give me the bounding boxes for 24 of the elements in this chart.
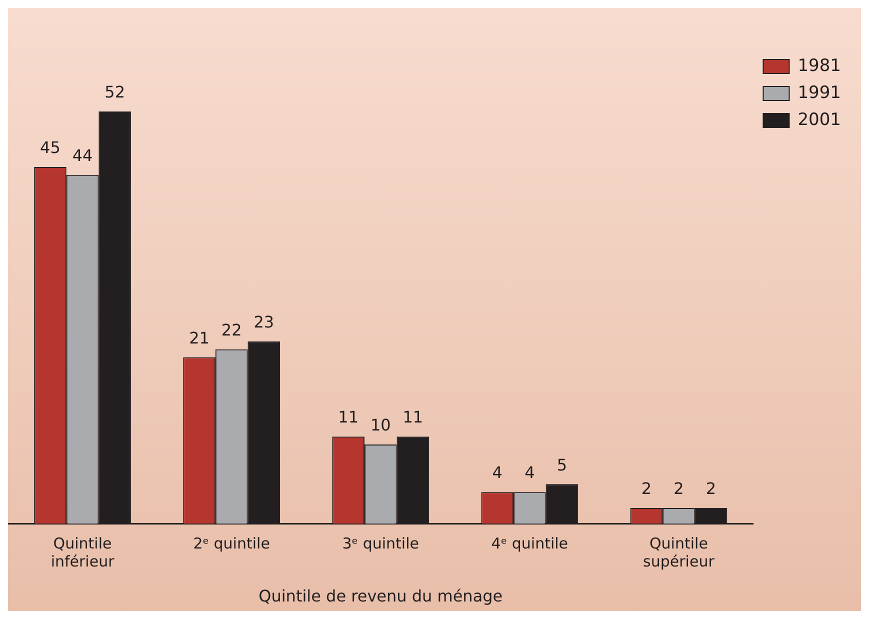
x-tick-label: 3ᵉ quintile: [342, 534, 419, 553]
x-tick-label: 2ᵉ quintile: [193, 534, 270, 553]
data-label: 44: [72, 146, 93, 166]
x-axis-title: Quintile de revenu du ménage: [258, 586, 503, 606]
x-tick-label: 4ᵉ quintile: [491, 534, 568, 553]
data-label: 45: [40, 138, 60, 158]
legend-label: 1991: [798, 82, 841, 103]
data-label: 21: [189, 328, 210, 348]
data-label: 2: [641, 479, 652, 498]
data-label: 10: [370, 416, 391, 435]
data-label: 4: [524, 463, 535, 482]
x-tick-label: Quintile inférieur: [50, 534, 116, 571]
data-label: 11: [402, 408, 424, 427]
data-label: 23: [254, 312, 274, 332]
data-label: 2: [706, 479, 716, 498]
legend-label: 1981: [798, 56, 841, 76]
data-label: 2: [674, 479, 684, 498]
data-label: 22: [221, 320, 242, 340]
data-label: 11: [338, 408, 359, 427]
data-label: 5: [556, 455, 568, 474]
data-label: 52: [104, 82, 125, 102]
data-label: 4: [492, 463, 502, 482]
x-tick-label: Quintile supérieur: [643, 534, 716, 571]
legend-label: 2001: [798, 110, 841, 130]
